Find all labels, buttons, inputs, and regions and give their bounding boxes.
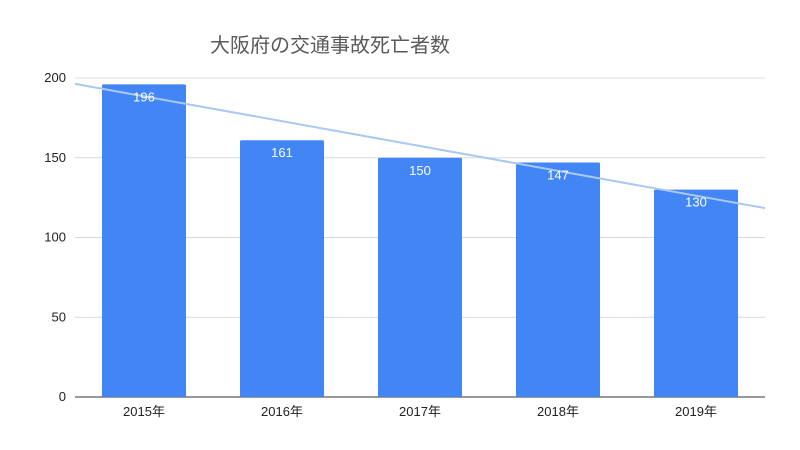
y-tick-label: 100 [44, 230, 66, 245]
y-tick-label: 200 [44, 70, 66, 85]
y-tick-label: 150 [44, 150, 66, 165]
bar [516, 162, 600, 397]
trendline-layer [74, 82, 766, 210]
y-axis-ticks: 0 50 100 150 200 [44, 70, 66, 404]
bar [240, 140, 324, 397]
x-tick-label: 2016年 [261, 404, 303, 419]
bars [102, 84, 738, 397]
chart-title: 大阪府の交通事故死亡者数 [210, 33, 450, 57]
bar-value-label: 130 [685, 195, 707, 210]
trendline [74, 82, 766, 210]
x-tick-label: 2018年 [537, 404, 579, 419]
bar [654, 189, 738, 397]
bar-value-label: 196 [133, 89, 155, 104]
data-labels: 196 161 150 147 130 [133, 89, 707, 209]
bar-value-label: 150 [409, 163, 431, 178]
bar-value-label: 147 [547, 168, 569, 183]
bar [102, 84, 186, 397]
x-tick-label: 2015年 [123, 404, 165, 419]
x-axis-ticks: 2015年 2016年 2017年 2018年 2019年 [123, 404, 717, 419]
x-tick-label: 2019年 [675, 404, 717, 419]
x-tick-label: 2017年 [399, 404, 441, 419]
y-tick-label: 0 [59, 389, 66, 404]
bar [378, 157, 462, 397]
bar-value-label: 161 [271, 145, 293, 160]
y-tick-label: 50 [52, 309, 66, 324]
